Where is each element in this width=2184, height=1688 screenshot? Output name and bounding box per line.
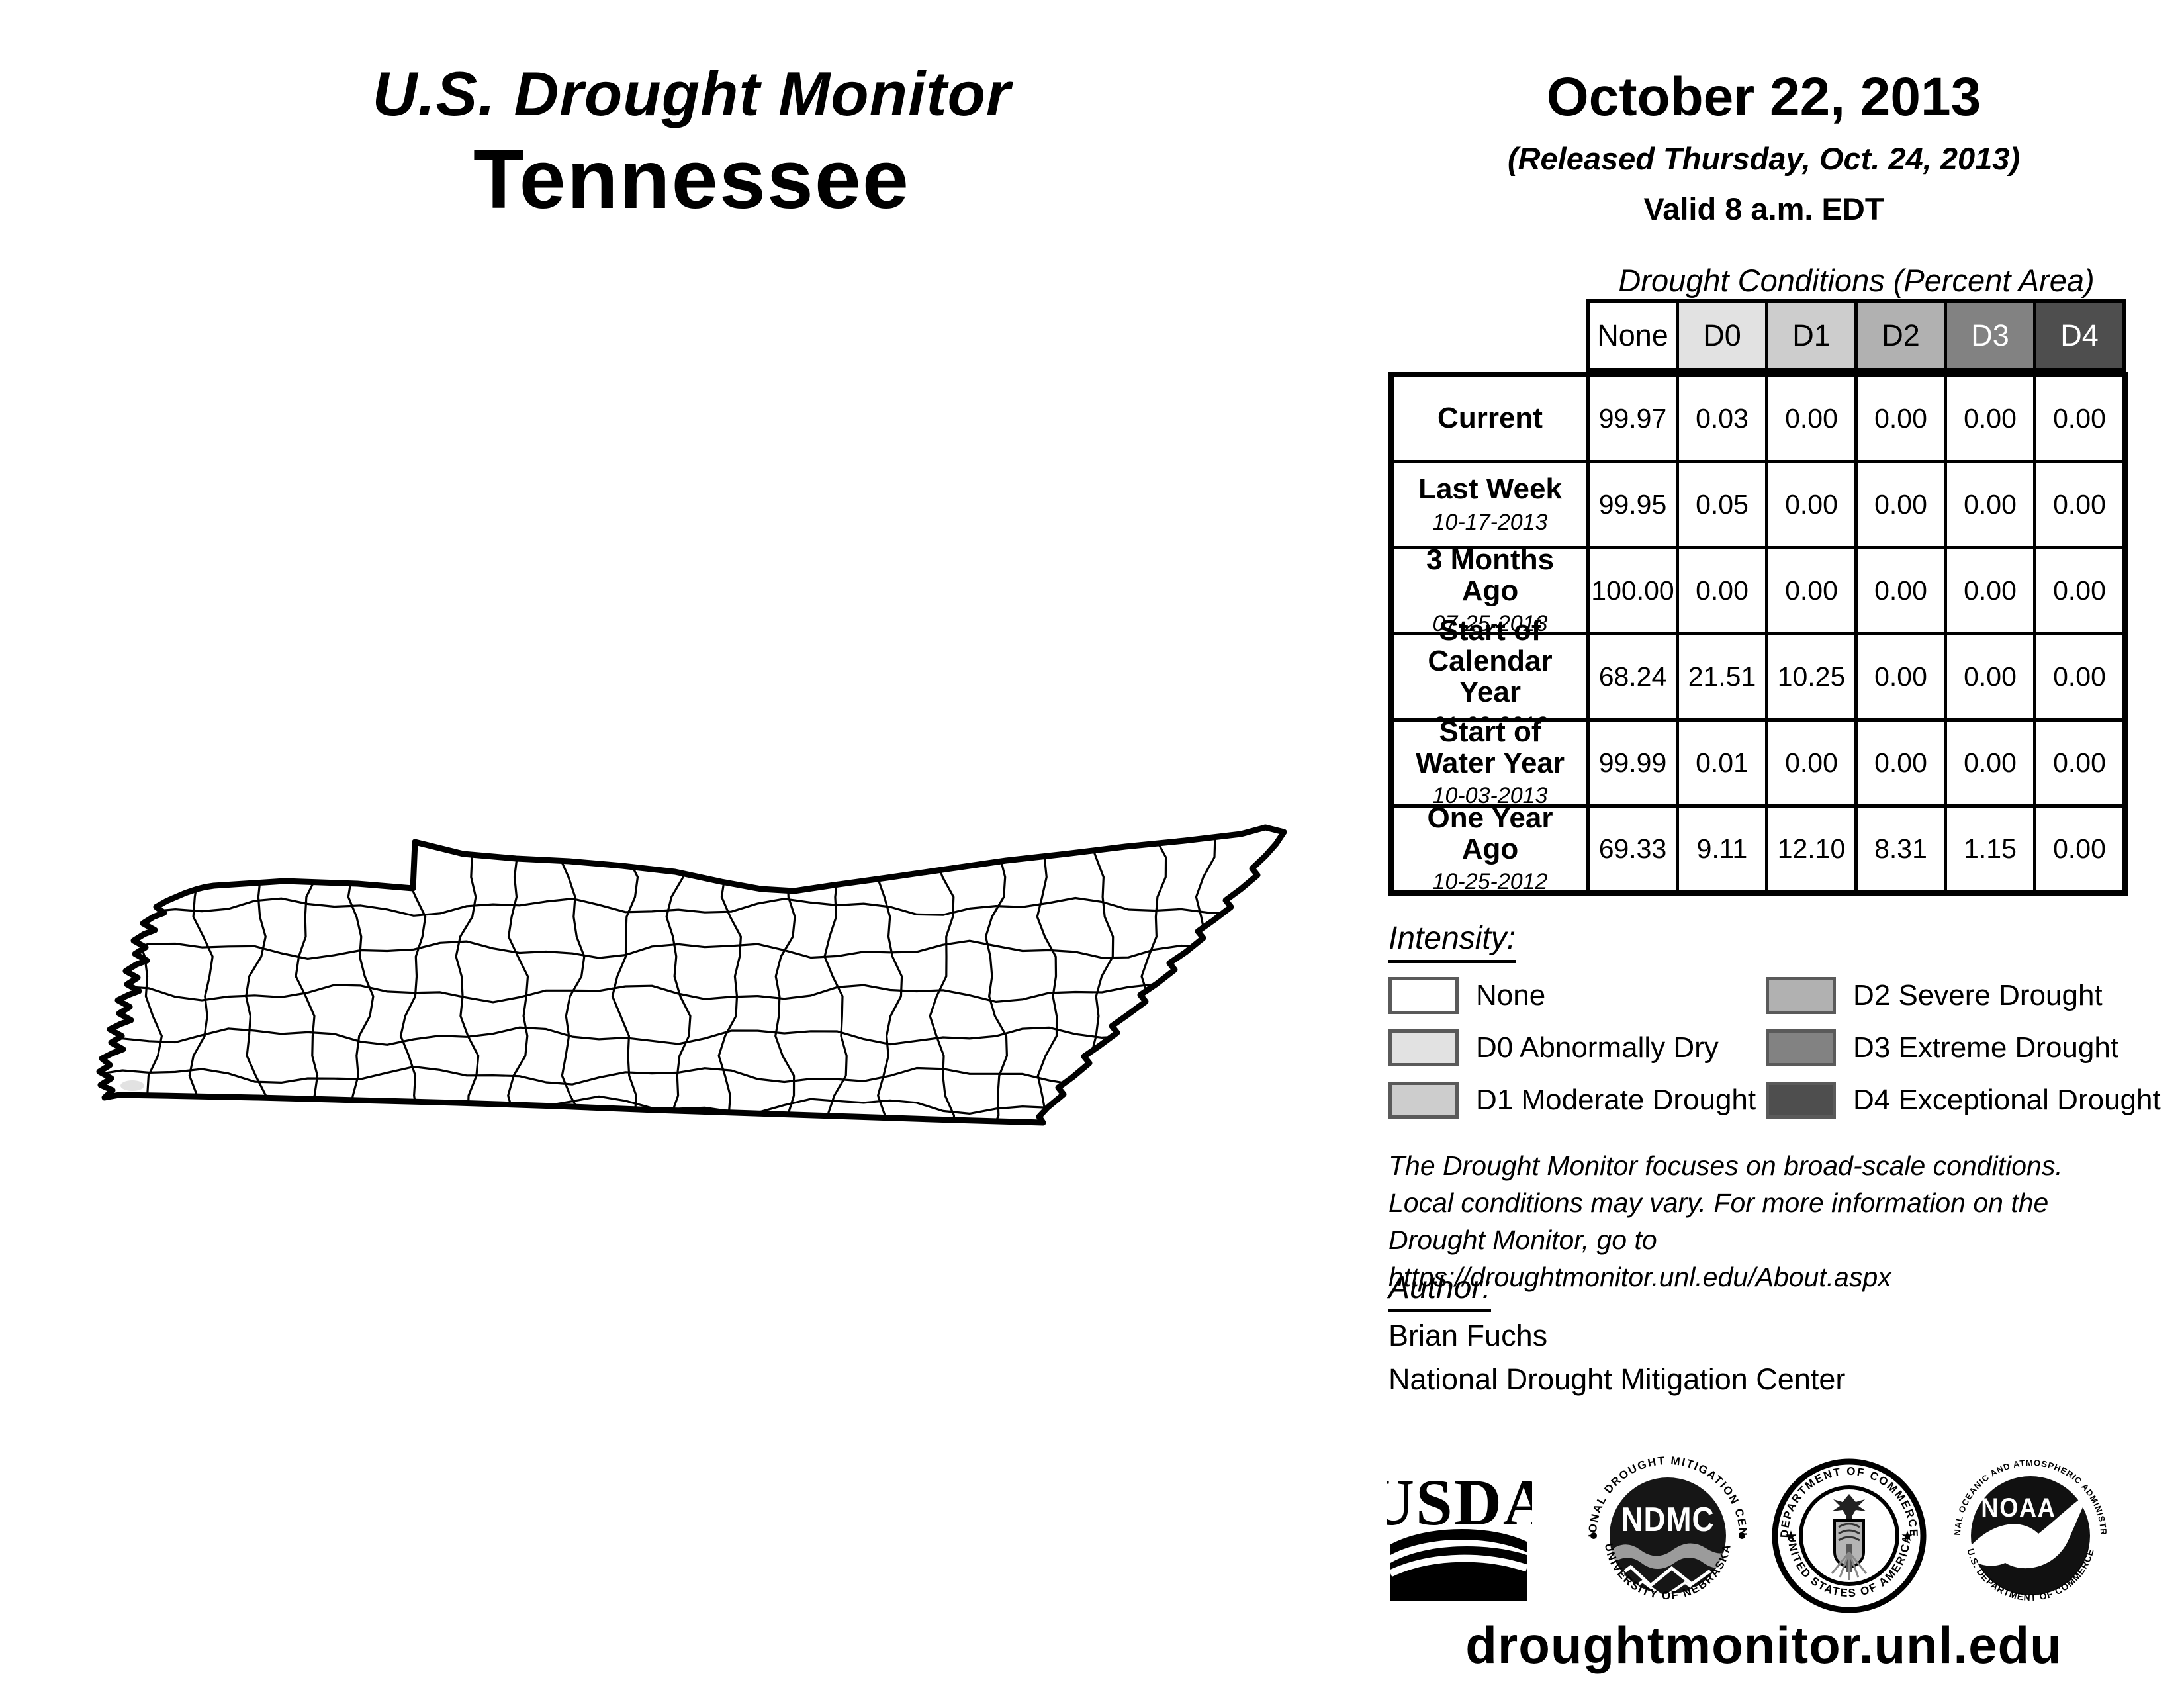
svg-text:NDMC: NDMC [1621, 1501, 1715, 1538]
table-cell: 0.00 [1679, 549, 1765, 632]
table-cell: 0.00 [1947, 463, 2033, 546]
table-cell: 0.00 [1947, 549, 2033, 632]
state-fill [99, 827, 1284, 1123]
noaa-logo-icon: NATIONAL OCEANIC AND ATMOSPHERIC ADMINIS… [1950, 1453, 2108, 1603]
svg-text:USDA: USDA [1387, 1466, 1532, 1539]
table-row-label: 3 Months Ago 07-25-2013 [1394, 545, 1586, 636]
intensity-legend: None D2 Severe Drought D0 Abnormally Dry… [1388, 969, 2161, 1126]
author-name: Brian Fuchs [1388, 1319, 1548, 1352]
table-row-label: Current [1394, 377, 1586, 460]
table-cell: 99.95 [1590, 463, 1676, 546]
legend-item-d2: D2 Severe Drought [1766, 969, 2143, 1021]
table-cell: 0.00 [1768, 722, 1854, 804]
table-cell: 0.00 [1768, 549, 1854, 632]
table-cell: 0.00 [2036, 722, 2122, 804]
ndmc-logo-icon: NATIONAL DROUGHT MITIGATION CENTER NDMC … [1587, 1453, 1748, 1602]
d0-area-spot [120, 1080, 144, 1091]
svg-text:NOAA: NOAA [1981, 1493, 2056, 1523]
table-cell: 0.00 [1947, 722, 2033, 804]
table-cell: 0.00 [1858, 377, 1944, 460]
table-title: Drought Conditions (Percent Area) [1618, 263, 2095, 298]
table-cell: 10.25 [1768, 635, 1854, 718]
author-title: Author: [1388, 1270, 1491, 1312]
table-cell: 9.11 [1679, 808, 1765, 890]
table-cell: 0.05 [1679, 463, 1765, 546]
table-cell: 0.00 [1947, 377, 2033, 460]
legend-swatch-d1 [1388, 1081, 1459, 1119]
table-cell: 12.10 [1768, 808, 1854, 890]
table-cell: 1.15 [1947, 808, 2033, 890]
agency-logos: USDA NATIONAL DROUGHT MITIGATION CENTER … [1383, 1453, 2144, 1618]
table-cell: 68.24 [1590, 635, 1676, 718]
table-cell: 0.00 [1858, 549, 1944, 632]
table-cell: 99.97 [1590, 377, 1676, 460]
table-cell: 0.00 [1858, 635, 1944, 718]
legend-item-d3: D3 Extreme Drought [1766, 1021, 2143, 1074]
legend-item-none: None [1388, 969, 1766, 1021]
table-cell: 0.01 [1679, 722, 1765, 804]
col-header-d0: D0 [1679, 303, 1765, 368]
table-cell: 0.00 [1768, 463, 1854, 546]
col-header-d1: D1 [1768, 303, 1854, 368]
page-title: U.S. Drought Monitor [372, 59, 1011, 128]
table-cell: 21.51 [1679, 635, 1765, 718]
released-date: (Released Thursday, Oct. 24, 2013) [1507, 141, 2021, 176]
star-left: ★ [1784, 1528, 1797, 1544]
table-cell: 0.00 [1858, 463, 1944, 546]
table-cell: 0.00 [1947, 635, 2033, 718]
table-cell: 0.00 [2036, 549, 2122, 632]
table-cell: 0.00 [1858, 722, 1944, 804]
legend-item-d4: D4 Exceptional Drought [1766, 1074, 2161, 1126]
table-cell: 100.00 [1590, 549, 1676, 632]
author-organization: National Drought Mitigation Center [1388, 1362, 1846, 1396]
col-header-d3: D3 [1947, 303, 2033, 368]
table-cell: 0.00 [2036, 463, 2122, 546]
table-cell: 69.33 [1590, 808, 1676, 890]
table-cell: 0.03 [1679, 377, 1765, 460]
state-title: Tennessee [473, 132, 910, 226]
star-right: ★ [1901, 1528, 1914, 1544]
table-body: Current 99.97 0.03 0.00 0.00 0.00 0.00 L… [1388, 372, 2128, 896]
col-header-none: None [1590, 303, 1676, 368]
legend-item-d1: D1 Moderate Drought [1388, 1074, 1766, 1126]
legend-swatch-d2 [1766, 976, 1836, 1014]
table-cell: 0.00 [2036, 377, 2122, 460]
commerce-seal-icon: DEPARTMENT OF COMMERCE UNITED STATES OF … [1772, 1458, 1927, 1613]
legend-title: Intensity: [1388, 920, 1516, 963]
table-cell: 0.00 [2036, 808, 2122, 890]
legend-item-d0: D0 Abnormally Dry [1388, 1021, 1766, 1074]
table-cell: 0.00 [1768, 377, 1854, 460]
legend-swatch-d4 [1766, 1081, 1836, 1119]
legend-swatch-d3 [1766, 1029, 1836, 1066]
valid-time: Valid 8 a.m. EDT [1643, 191, 1884, 226]
col-header-d4: D4 [2036, 303, 2122, 368]
legend-swatch-none [1388, 976, 1459, 1014]
report-date: October 22, 2013 [1546, 67, 1981, 127]
table-cell: 99.99 [1590, 722, 1676, 804]
tennessee-county-map [93, 794, 1337, 1139]
table-header-row: None D0 D1 D2 D3 D4 [1586, 299, 2126, 372]
table-row-label: Last Week 10-17-2013 [1394, 463, 1586, 546]
website-url: droughtmonitor.unl.edu [1465, 1616, 2062, 1674]
table-cell: 0.00 [2036, 635, 2122, 718]
table-cell: 8.31 [1858, 808, 1944, 890]
eagle-and-shield [1831, 1494, 1868, 1580]
usda-logo-icon: USDA [1387, 1466, 1532, 1601]
table-row-label: Start of Water Year 10-03-2013 [1394, 717, 1586, 808]
disclaimer-text: The Drought Monitor focuses on broad-sca… [1388, 1150, 2063, 1293]
table-row-label: Start of Calendar Year 01-03-2013 [1394, 616, 1586, 737]
col-header-d2: D2 [1858, 303, 1944, 368]
table-row-label: One Year Ago 10-25-2012 [1394, 803, 1586, 894]
legend-swatch-d0 [1388, 1029, 1459, 1066]
